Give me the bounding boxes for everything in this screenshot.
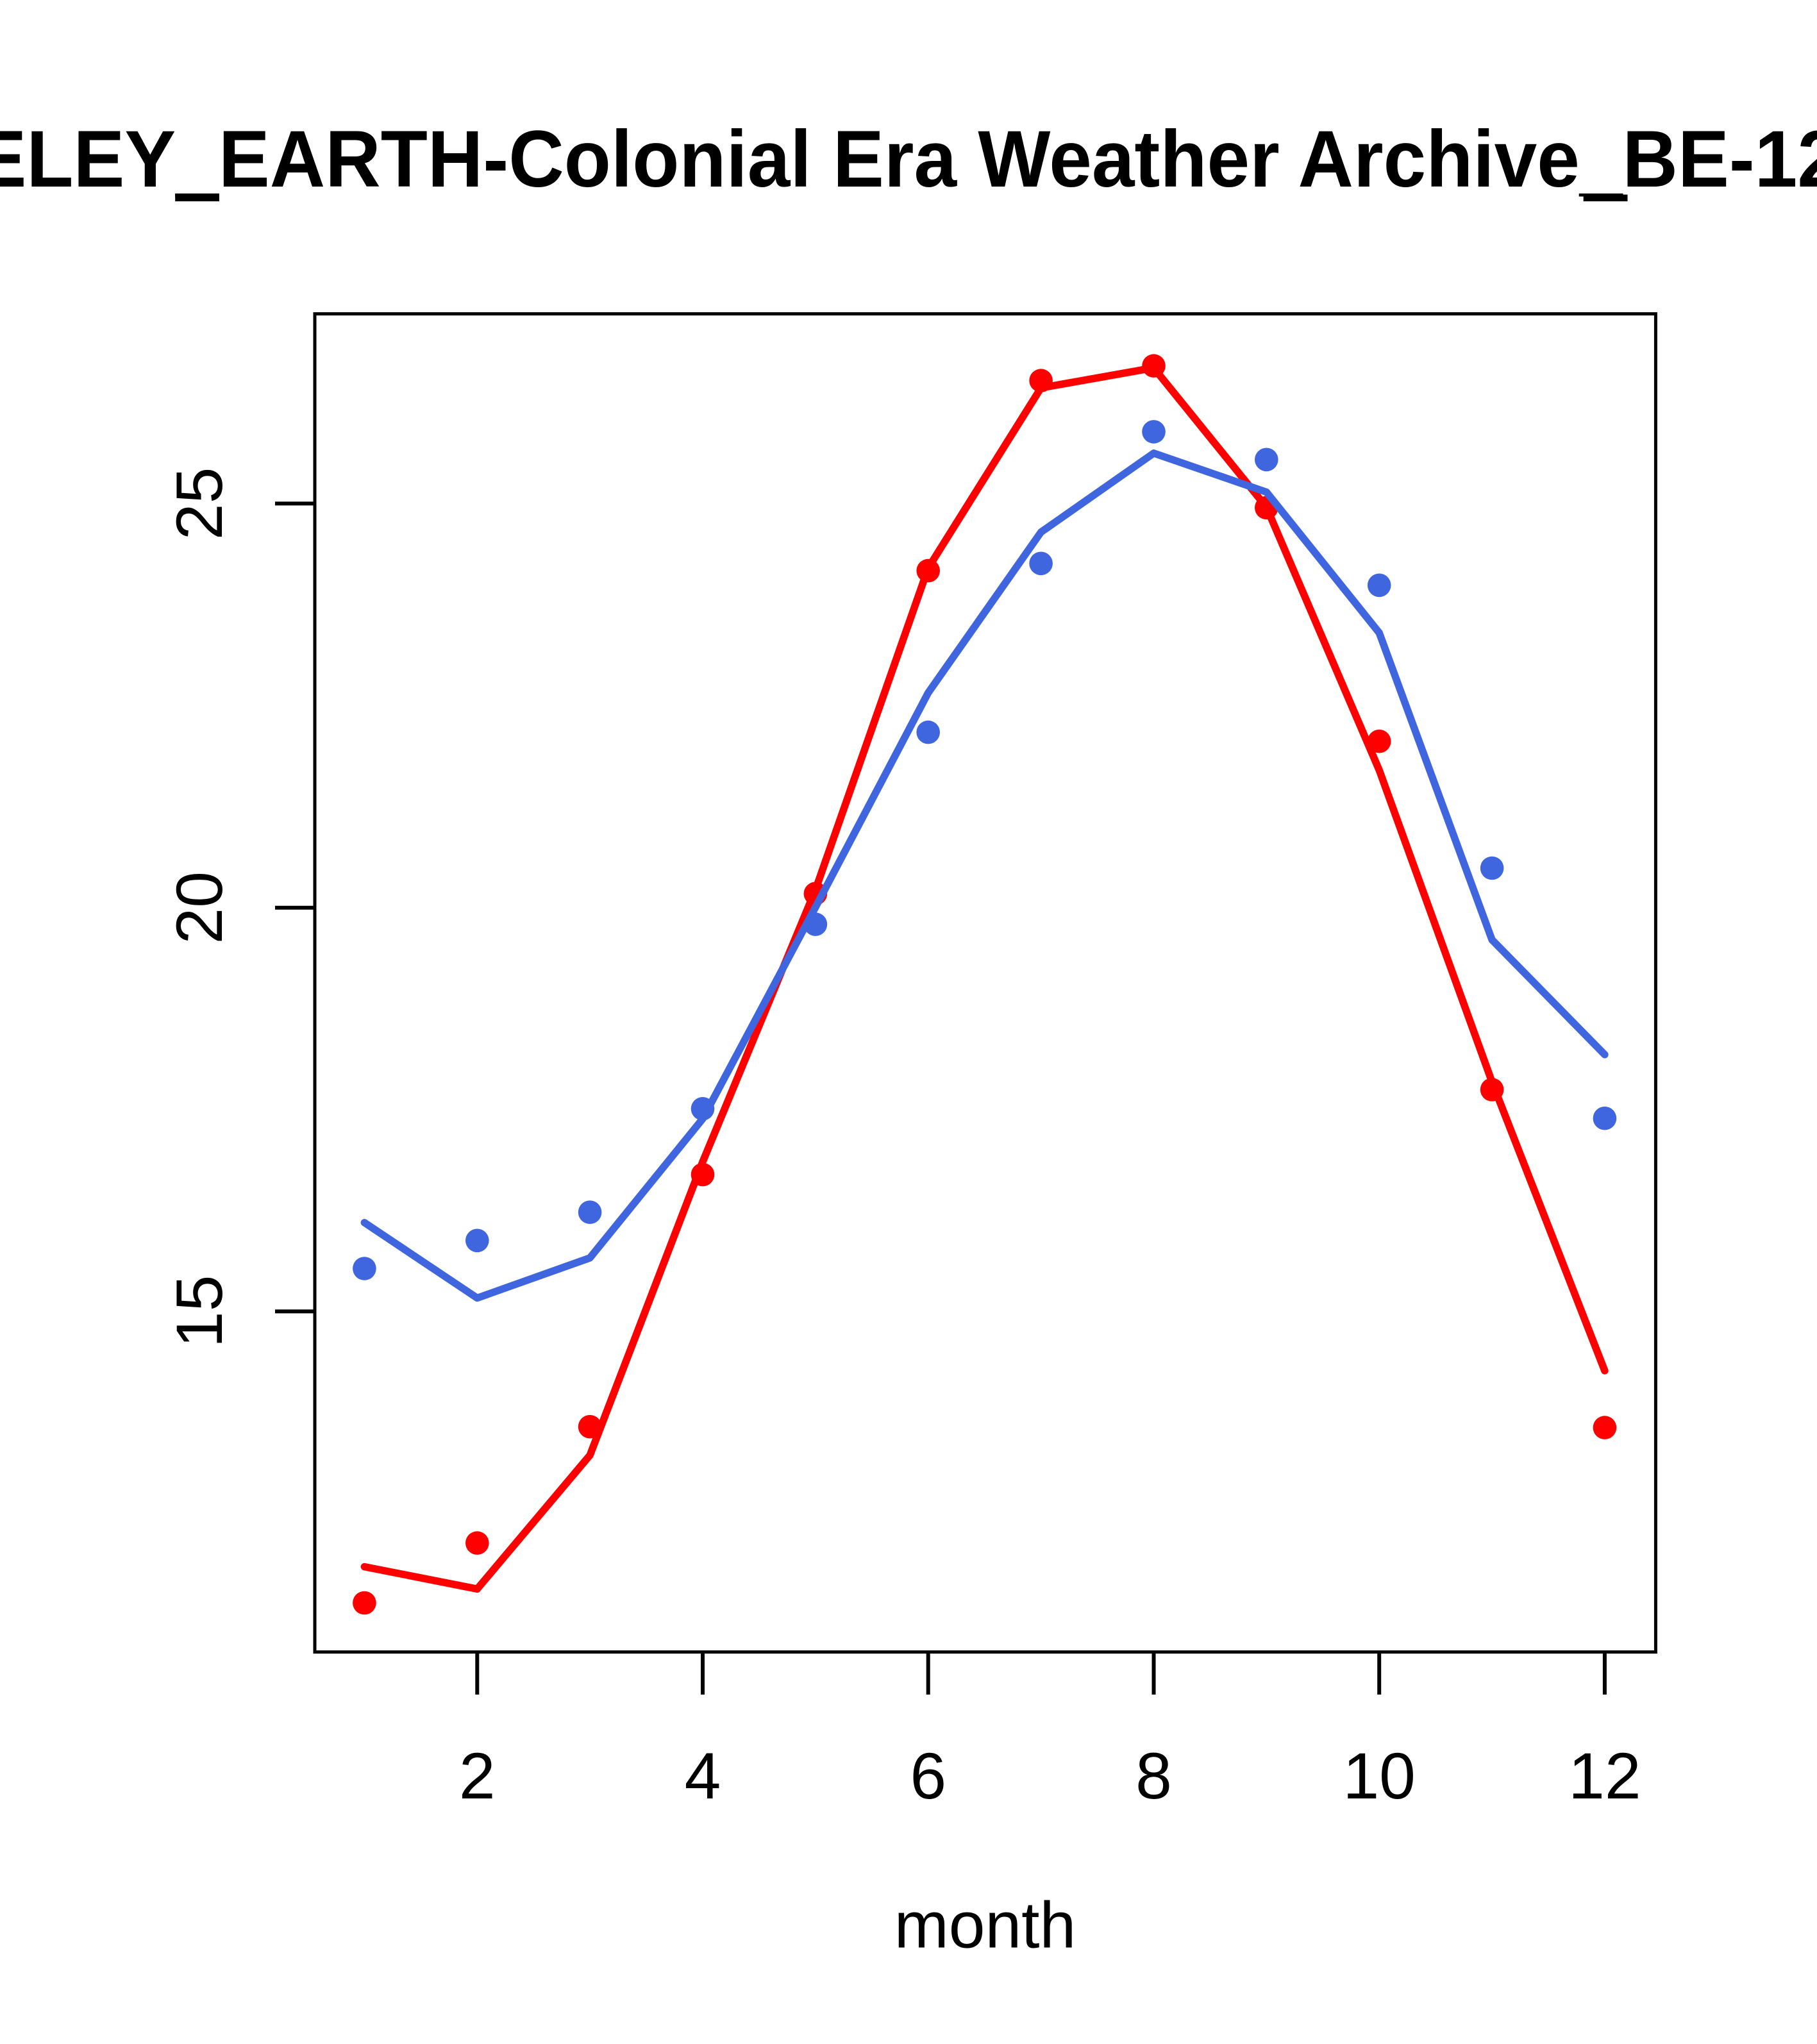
- svg-text:25: 25: [163, 467, 236, 540]
- svg-text:month: month: [894, 1889, 1076, 1962]
- svg-text:2: 2: [459, 1739, 496, 1813]
- svg-text:4: 4: [685, 1739, 721, 1813]
- svg-text:BERKELEY_EARTH-Colonial Era We: BERKELEY_EARTH-Colonial Era Weather Arch…: [0, 114, 1817, 204]
- svg-text:20: 20: [163, 871, 236, 944]
- svg-text:12: 12: [1568, 1739, 1641, 1813]
- svg-text:6: 6: [910, 1739, 946, 1813]
- svg-text:15: 15: [163, 1275, 236, 1348]
- svg-text:10: 10: [1343, 1739, 1415, 1813]
- svg-text:8: 8: [1135, 1739, 1172, 1813]
